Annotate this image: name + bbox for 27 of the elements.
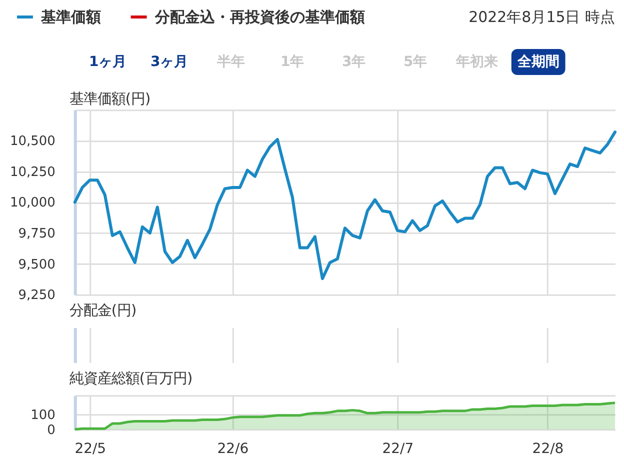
x-tick-label: 22/7	[382, 440, 414, 457]
y-tick-label: 0	[47, 422, 56, 438]
legend-label: 分配金込・再投資後の基準価額	[154, 8, 365, 26]
text: 5年	[403, 54, 428, 70]
text: 半年	[216, 54, 245, 70]
x-tick-label: 22/8	[532, 440, 564, 457]
y-axis-title: 純資産総額(百万円)	[69, 370, 193, 387]
y-tick-label: 9,500	[18, 257, 56, 272]
text: 2022年8月15日 時点	[468, 8, 616, 26]
y-tick-label: 10,000	[10, 196, 56, 211]
text: 全期間	[516, 54, 560, 70]
y-tick-label: 9,250	[18, 288, 56, 304]
y-tick-label: 100	[30, 408, 56, 424]
y-axis-title: 基準価額(円)	[69, 91, 151, 108]
legend-label: 基準価額	[40, 8, 101, 26]
text: 分配金(円)	[69, 303, 137, 320]
text: 3年	[342, 54, 366, 70]
y-tick-label: 9,750	[18, 226, 56, 242]
text: 年初来	[454, 52, 498, 70]
line-series	[73, 130, 617, 280]
text: 1年	[280, 54, 304, 70]
x-tick-label: 22/6	[217, 440, 249, 457]
y-tick-label: 10,500	[10, 134, 56, 150]
x-tick-label: 22/5	[74, 440, 106, 457]
y-tick-label: 10,250	[10, 164, 56, 180]
text: 1ヶ月	[88, 54, 127, 70]
text: 3ヶ月	[150, 54, 188, 70]
